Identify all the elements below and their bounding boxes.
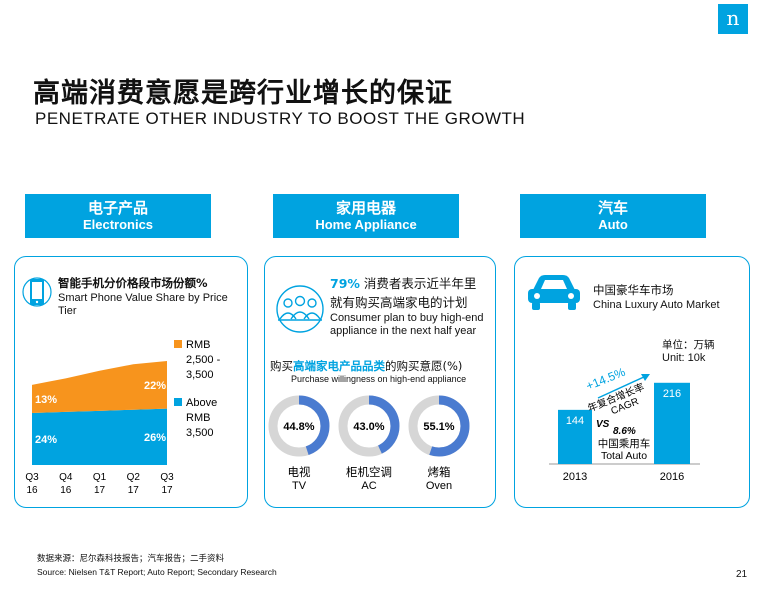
source-note-cn: 数据来源：尼尔森科技报告；汽车报告；二手资料: [37, 554, 225, 564]
donut-category-cn: 电视: [288, 465, 311, 479]
appliance-stat-line-2: 就有购买高端家电的计划: [330, 295, 468, 310]
cagr-arrow-head: [641, 374, 650, 381]
electronics-chart-title-cn: 智能手机分价格段市场份额%: [58, 276, 208, 290]
donut-category-cn: 柜机空调: [346, 465, 392, 479]
legend-label: 3,500: [186, 427, 214, 439]
bar-value-label: 216: [663, 388, 681, 400]
appliance-stat-en-1: Consumer plan to buy high-end: [330, 312, 484, 324]
x-tick-label: Q4: [59, 472, 73, 483]
page-title: 高端消费意愿是跨行业增长的保证: [33, 78, 453, 109]
smartphone-share-area-chart: 24% 26% 13% 22% Q3 16 Q4 16 Q1 17 Q2 17 Q3 17 RMB 2,500…: [25, 339, 221, 496]
x-tick-label: 16: [26, 485, 38, 496]
auto-chart-title-cn: 中国豪华车市场: [593, 283, 674, 297]
page-number: 21: [736, 569, 748, 580]
car-icon: [528, 275, 580, 310]
page-subtitle: PENETRATE OTHER INDUSTRY TO BOOST THE GR…: [35, 109, 526, 128]
legend-swatch: [174, 398, 182, 406]
category-header-electronics: 电子产品 Electronics: [25, 194, 211, 238]
x-tick-label: 17: [161, 485, 173, 496]
smartphone-icon: [22, 277, 52, 307]
donut-category-en: Oven: [426, 480, 452, 492]
willingness-highlight: 高端家电产品品类: [293, 359, 385, 373]
donut-category-cn: 烤箱: [428, 465, 451, 479]
donut-value-label: 43.0%: [353, 421, 384, 433]
bar-2016: [654, 382, 690, 464]
donut-arc-ac: [338, 395, 400, 457]
willingness-title-cn: 购买高端家电产品品类的购买意愿(%): [270, 359, 463, 373]
bar-value-label: 144: [566, 415, 584, 427]
legend-swatch: [174, 340, 182, 348]
x-tick-label: 16: [60, 485, 72, 496]
legend-label: Above: [186, 397, 217, 409]
area-value-label: 13%: [35, 394, 57, 406]
cagr-value: +14.5%: [584, 365, 628, 393]
family-icon: [276, 285, 324, 333]
x-tick-label: Q2: [127, 472, 141, 483]
bar-2013: [558, 409, 592, 464]
bar-category-label: 2013: [563, 471, 587, 483]
bar-category-label: 2016: [660, 471, 684, 483]
area-value-label: 24%: [35, 434, 57, 446]
cagr-arrow-line: [597, 375, 647, 399]
appliance-stat-text: 消费者表示近半年里: [359, 276, 477, 291]
area-series-above-3500: [32, 408, 167, 465]
x-tick-label: Q3: [160, 472, 174, 483]
area-value-label: 22%: [144, 380, 166, 392]
legend-label: 3,500: [186, 369, 214, 381]
area-value-label: 26%: [144, 432, 166, 444]
category-header-home-appliance: 家用电器 Home Appliance: [273, 194, 459, 238]
donut-arc-oven: [408, 395, 470, 457]
appliance-stat-percent: 79%: [330, 276, 360, 291]
comparison-label-en: Total Auto: [601, 450, 647, 462]
donut-category-en: AC: [361, 480, 376, 492]
legend-label: 2,500 -: [186, 354, 221, 366]
donut-value-label: 55.1%: [423, 421, 454, 433]
cagr-label-group: +14.5%: [584, 365, 628, 393]
category-header-auto: 汽车 Auto: [520, 194, 706, 238]
auto-unit-cn: 单位：万辆: [662, 339, 715, 351]
electronics-chart-title-en-2: Tier: [58, 305, 77, 317]
electronics-chart-title-en-1: Smart Phone Value Share by Price: [58, 292, 228, 304]
donut-category-en: TV: [292, 480, 307, 492]
legend-label: RMB: [186, 339, 210, 351]
donut-arc-tv: [268, 395, 330, 457]
auto-chart-title-en: China Luxury Auto Market: [593, 299, 720, 311]
x-tick-label: 17: [128, 485, 140, 496]
legend-label: RMB: [186, 412, 210, 424]
luxury-auto-bar-chart: 14420132162016+14.5%年复合增长率CAGRVS8.6%中国乘用…: [549, 365, 700, 483]
appliance-panel: [264, 256, 496, 508]
auto-unit-en: Unit: 10k: [662, 352, 706, 364]
appliance-stat-en-2: appliance in the next half year: [330, 325, 477, 337]
willingness-title-en: Purchase willingness on high-end applian…: [291, 374, 467, 384]
x-tick-label: Q3: [25, 472, 39, 483]
comparison-vs: VS: [596, 419, 610, 430]
x-tick-label: 17: [94, 485, 106, 496]
x-tick-label: Q1: [93, 472, 107, 483]
comparison-label-cn: 中国乘用车: [598, 437, 651, 450]
donut-value-label: 44.8%: [283, 421, 314, 433]
appliance-stat-line-1: 79% 消费者表示近半年里: [330, 276, 476, 292]
comparison-value: 8.6%: [613, 426, 636, 437]
area-series-2500-3500: [32, 361, 167, 413]
nielsen-logo: n: [718, 4, 748, 34]
source-note-en: Source: Nielsen T&T Report; Auto Report;…: [37, 567, 277, 577]
